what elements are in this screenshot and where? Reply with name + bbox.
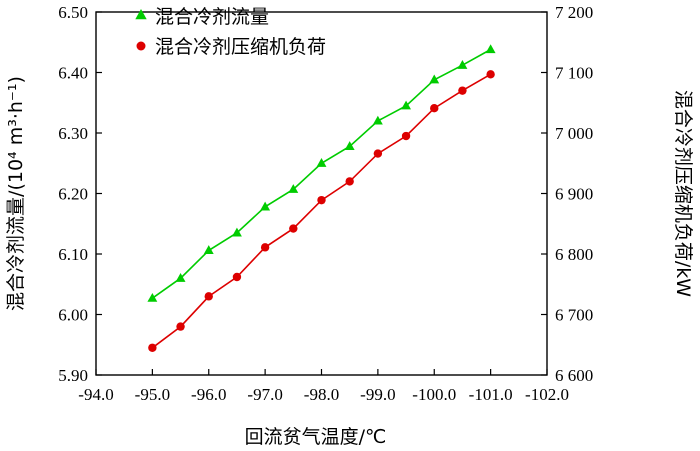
x-tick-label: -102.0	[525, 385, 569, 404]
legend-label-load: 混合冷剂压缩机负荷	[155, 36, 326, 58]
left-tick-label: 6.30	[58, 124, 88, 143]
right-tick-label: 7 200	[555, 3, 593, 22]
series-1	[148, 70, 495, 352]
series-layer	[147, 44, 496, 352]
legend-label-flow: 混合冷剂流量	[155, 6, 269, 28]
x-tick-label: -96.0	[191, 385, 226, 404]
data-point	[344, 141, 355, 150]
series-line-0	[151, 48, 491, 299]
left-tick-label: 6.00	[58, 306, 88, 325]
x-tick-label: -101.0	[469, 385, 513, 404]
data-point	[485, 44, 496, 54]
left-tick-label: 6.10	[58, 245, 88, 264]
x-tick-label: -98.0	[304, 385, 339, 404]
plot-frame	[95, 11, 548, 376]
legend-marker-load	[136, 41, 146, 51]
data-point	[373, 149, 383, 158]
x-tick-label: -100.0	[412, 385, 456, 404]
data-point	[401, 131, 411, 141]
right-tick-label: 6 700	[555, 306, 593, 325]
x-tick-label: -97.0	[247, 385, 282, 404]
data-point	[232, 272, 242, 282]
legend: 混合冷剂流量 混合冷剂压缩机负荷	[135, 6, 326, 58]
data-point	[288, 184, 299, 193]
data-point	[486, 70, 495, 79]
data-point	[317, 195, 326, 205]
data-point	[401, 100, 412, 110]
right-tick-label: 6 800	[555, 245, 593, 264]
legend-marker-flow	[135, 9, 147, 20]
data-point	[231, 227, 242, 237]
x-axis-title: 回流贫气温度/℃	[245, 426, 387, 448]
x-tick-label: -99.0	[360, 385, 395, 404]
data-point	[147, 292, 158, 302]
right-tick-label: 7 100	[555, 64, 593, 83]
data-point	[204, 292, 213, 301]
data-point	[260, 243, 270, 252]
right-axis-ticks: 6 600 6 700 6 800 6 900 7 000 7 100 7 200	[541, 3, 593, 385]
data-point	[289, 224, 298, 233]
left-tick-label: 6.50	[58, 3, 88, 22]
right-tick-label: 6 900	[555, 185, 593, 204]
left-axis-ticks: 5.90 6.00 6.10 6.20 6.30 6.40 6.50	[58, 3, 102, 385]
data-point	[203, 245, 214, 255]
data-point	[176, 322, 185, 331]
data-point	[429, 74, 440, 84]
right-tick-label: 7 000	[555, 124, 593, 143]
data-point	[316, 158, 327, 167]
axes	[95, 11, 548, 376]
series-line-1	[151, 73, 492, 349]
data-point	[458, 86, 467, 95]
x-axis-ticks: -94.0 -95.0 -96.0 -97.0 -98.0 -99.0 -100.0 -101…	[78, 369, 569, 404]
right-axis-title: 混合冷剂压缩机负荷/kW	[672, 90, 694, 297]
right-tick-label: 6 600	[555, 366, 593, 385]
left-tick-label: 6.40	[58, 64, 88, 83]
data-point	[148, 343, 157, 352]
left-axis-title: 混合冷剂流量/(10⁴ m³·h⁻¹)	[5, 76, 27, 311]
left-tick-label: 6.20	[58, 185, 88, 204]
x-tick-label: -94.0	[78, 385, 113, 404]
data-point	[372, 115, 383, 125]
data-point	[260, 201, 271, 211]
x-tick-label: -95.0	[135, 385, 170, 404]
data-point	[457, 60, 468, 69]
data-point	[430, 103, 439, 113]
left-tick-label: 5.90	[58, 366, 88, 385]
data-point	[345, 177, 354, 186]
data-point	[175, 273, 186, 282]
series-0	[147, 44, 496, 302]
